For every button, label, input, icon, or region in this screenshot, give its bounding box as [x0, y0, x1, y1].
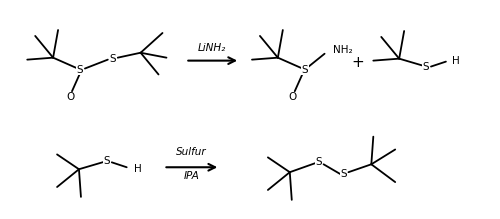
Text: S: S: [104, 156, 110, 166]
Text: S: S: [340, 169, 347, 179]
Text: Sulfur: Sulfur: [176, 147, 206, 157]
Text: S: S: [302, 65, 308, 74]
Text: IPA: IPA: [184, 171, 200, 181]
Text: S: S: [316, 157, 322, 167]
Text: O: O: [288, 92, 297, 102]
Text: S: S: [110, 54, 116, 64]
Text: S: S: [76, 65, 84, 74]
Text: LiNH₂: LiNH₂: [198, 43, 226, 53]
Text: S: S: [422, 62, 430, 72]
Text: O: O: [66, 92, 74, 102]
Text: H: H: [134, 164, 141, 174]
Text: NH₂: NH₂: [332, 45, 352, 55]
Text: H: H: [452, 56, 460, 66]
Text: +: +: [351, 55, 364, 70]
